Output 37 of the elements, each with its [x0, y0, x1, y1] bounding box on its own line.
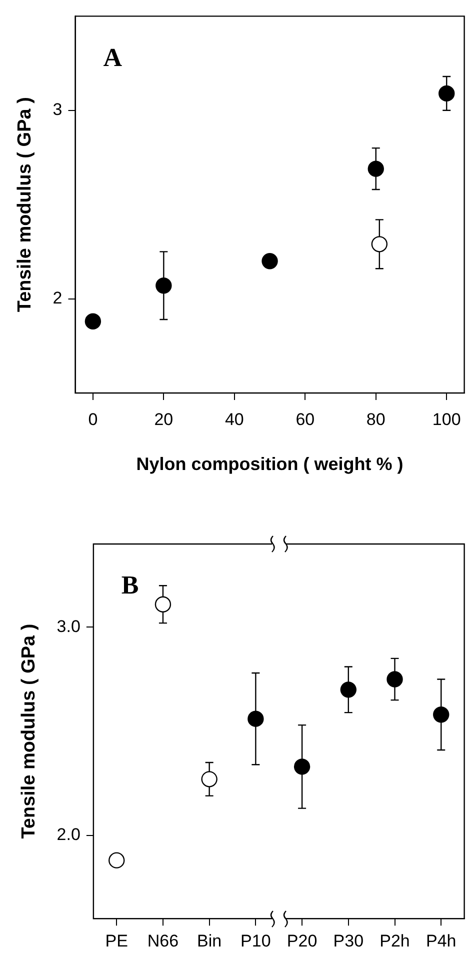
annotation: B [121, 570, 139, 600]
point [201, 771, 218, 788]
x-tick-label: Bin [197, 931, 222, 950]
x-tick-label: 100 [432, 410, 461, 429]
point [156, 278, 172, 294]
y-tick-label: 3.0 [56, 616, 80, 636]
y-axis-title: Tensile modulus ( GPa ) [18, 624, 40, 839]
point [340, 682, 357, 698]
x-tick-label: P20 [286, 931, 318, 950]
y-tick-label: 2.0 [56, 825, 80, 844]
x-tick-label: 60 [296, 410, 315, 429]
point [433, 706, 450, 723]
annotation: A [103, 42, 122, 72]
x-tick-label: PE [105, 931, 128, 950]
y-axis-title: Tensile modulus ( GPa ) [14, 97, 36, 312]
x-tick-label: P2h [380, 931, 410, 950]
point [386, 671, 403, 688]
x-tick-label: 0 [88, 410, 98, 429]
x-tick-label: P4h [426, 931, 456, 950]
x-tick-label: 80 [366, 410, 386, 429]
x-tick-label: P30 [333, 931, 364, 950]
x-tick-label: 40 [224, 410, 244, 429]
point [108, 852, 125, 868]
point [371, 236, 388, 252]
x-tick-label: N66 [147, 931, 179, 950]
x-tick-label: P10 [240, 931, 271, 950]
point [294, 758, 310, 775]
y-tick-label: 2 [52, 288, 62, 308]
point [262, 253, 278, 270]
x-tick-label: 20 [154, 410, 174, 429]
point [368, 160, 384, 177]
point [84, 313, 102, 330]
point [248, 710, 264, 727]
y-tick-label: 3 [52, 100, 62, 120]
point [154, 596, 172, 612]
point [438, 85, 455, 102]
x-axis-title: Nylon composition ( weight % ) [136, 454, 404, 474]
